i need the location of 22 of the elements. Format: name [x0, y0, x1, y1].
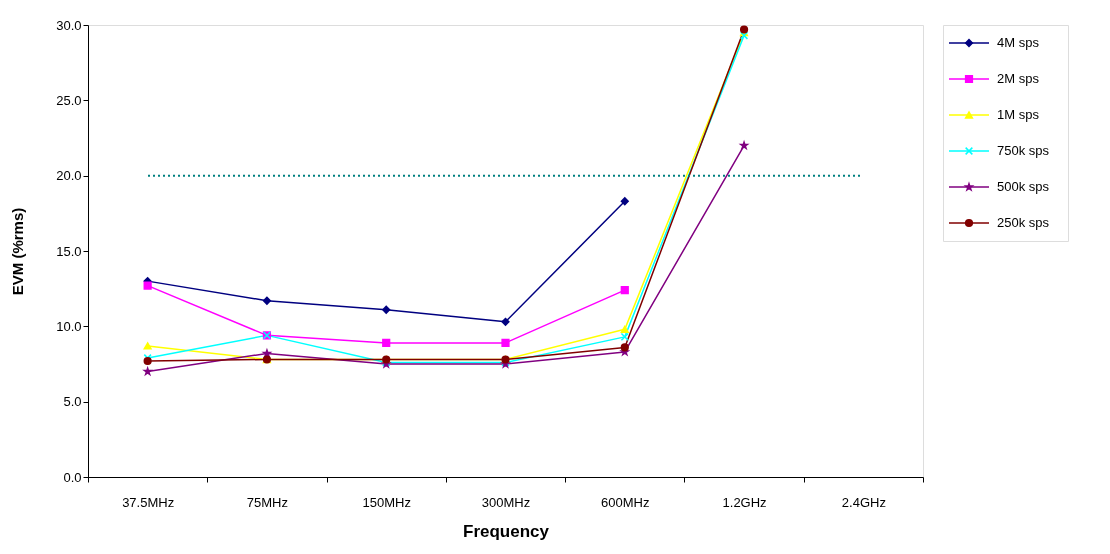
y-tick-label: 5.0 — [63, 394, 82, 410]
legend-label: 250k sps — [997, 215, 1050, 230]
x-tick-label: 300MHz — [481, 494, 531, 510]
y-tick-label: 30.0 — [56, 17, 82, 33]
legend-label: 1M sps — [997, 107, 1040, 122]
y-axis-title: EVM (%rms) — [9, 207, 27, 296]
legend-label: 2M sps — [997, 71, 1040, 86]
y-tick-label: 25.0 — [56, 92, 82, 108]
y-tick-label: 0.0 — [63, 469, 82, 485]
x-tick-label: 1.2GHz — [722, 494, 767, 510]
legend-label: 4M sps — [997, 35, 1040, 50]
y-tick-label: 10.0 — [56, 318, 82, 334]
x-tick-label: 600MHz — [601, 494, 650, 510]
legend-label: 750k sps — [997, 143, 1050, 158]
x-tick-label: 37.5MHz — [122, 494, 175, 510]
x-tick-label: 2.4GHz — [841, 494, 886, 510]
x-tick-label: 150MHz — [362, 494, 411, 510]
y-tick-label: 20.0 — [56, 168, 82, 184]
legend-label: 500k sps — [997, 179, 1050, 194]
x-tick-label: 75MHz — [246, 494, 289, 510]
y-tick-label: 15.0 — [56, 243, 82, 259]
x-axis-title: Frequency — [463, 521, 550, 541]
